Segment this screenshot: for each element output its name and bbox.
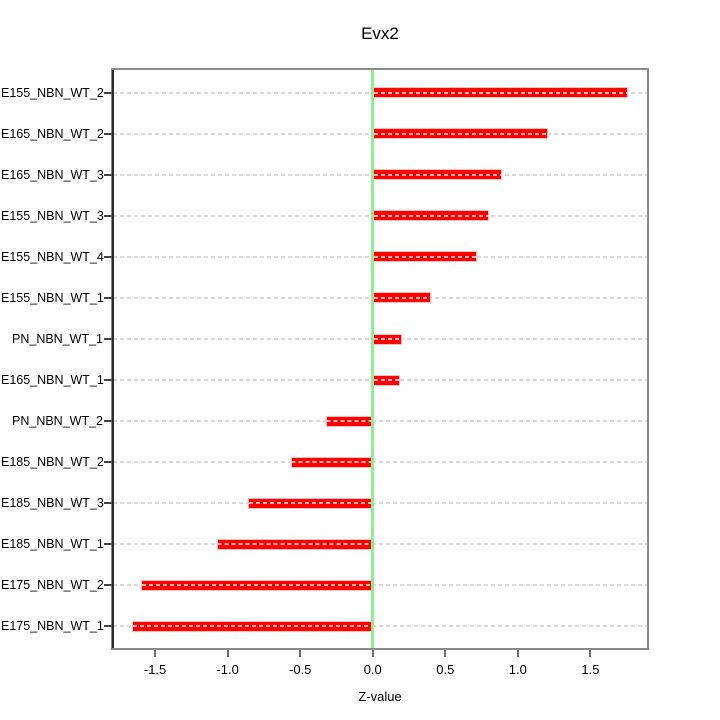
gridline	[113, 543, 647, 546]
y-axis-label: E155_NBN_WT_4	[1, 249, 104, 264]
y-axis-label: E165_NBN_WT_2	[1, 126, 104, 141]
plot-area: E155_NBN_WT_2 E165_NBN_WT_2 E165_NBN_WT_3 E…	[1, 68, 649, 677]
gridline	[113, 502, 647, 505]
gridline	[113, 420, 647, 423]
x-axis-tick-label: 1.0	[508, 662, 527, 677]
x-axis-tick-label: 0.0	[363, 662, 382, 677]
bar-E155_NBN_WT_1	[372, 292, 431, 304]
y-axis-tick	[104, 255, 112, 258]
x-axis-tick	[516, 650, 519, 657]
y-axis-label: E155_NBN_WT_2	[1, 85, 104, 100]
bar-E155_NBN_WT_4	[372, 251, 478, 263]
y-axis-label: E175_NBN_WT_2	[1, 578, 104, 593]
y-axis-line	[112, 70, 114, 648]
bar-PN_NBN_WT_1	[372, 333, 402, 345]
bar-PN_NBN_WT_2	[326, 415, 373, 427]
x-axis-tick	[371, 650, 374, 657]
y-axis-tick	[104, 91, 112, 94]
gridline	[113, 625, 647, 628]
y-axis-label: E155_NBN_WT_3	[1, 208, 104, 223]
y-axis-tick	[104, 420, 112, 423]
bar-E155_NBN_WT_2	[372, 87, 629, 99]
x-axis-tick	[589, 650, 592, 657]
y-axis-label: E185_NBN_WT_2	[1, 455, 104, 470]
x-axis-tick	[444, 650, 447, 657]
gridline	[113, 461, 647, 464]
bar-E175_NBN_WT_1	[131, 620, 373, 632]
zero-line	[371, 70, 375, 648]
x-axis-title: Z-value	[358, 689, 402, 704]
x-axis-tick	[154, 650, 157, 657]
y-axis-label: E165_NBN_WT_3	[1, 167, 104, 182]
chart-title: Evx2	[361, 24, 399, 43]
y-axis-tick	[104, 173, 112, 176]
y-axis-label: PN_NBN_WT_2	[12, 414, 103, 429]
y-axis-tick	[104, 379, 112, 382]
y-axis-tick	[104, 338, 112, 340]
y-axis-label: PN_NBN_WT_1	[12, 332, 103, 346]
y-axis-tick	[104, 625, 112, 628]
bar-E185_NBN_WT_2	[291, 456, 373, 468]
y-axis-tick	[104, 214, 112, 217]
bar-E165_NBN_WT_2	[372, 128, 549, 140]
bar-E185_NBN_WT_1	[217, 538, 373, 550]
y-axis-tick	[104, 132, 112, 135]
bar-E185_NBN_WT_3	[247, 497, 373, 509]
x-axis-tick-label: 1.5	[581, 662, 600, 677]
x-axis-tick-label: -1.0	[216, 662, 239, 677]
bar-E155_NBN_WT_3	[372, 210, 489, 222]
y-axis-tick	[104, 584, 112, 587]
bar-E165_NBN_WT_1	[372, 374, 401, 386]
y-axis-label: E175_NBN_WT_1	[1, 619, 104, 634]
bar-E165_NBN_WT_3	[372, 169, 502, 181]
x-axis-tick-label: -0.5	[288, 662, 312, 677]
x-axis-tick	[226, 650, 229, 657]
y-axis-tick	[104, 461, 112, 464]
x-axis-tick-label: -1.5	[143, 662, 167, 677]
y-axis-label: E185_NBN_WT_3	[1, 496, 104, 511]
y-axis-label: E165_NBN_WT_1	[1, 373, 104, 388]
x-axis-tick	[299, 650, 302, 657]
x-axis-tick-label: 0.5	[436, 662, 455, 677]
y-axis-tick	[104, 296, 112, 299]
y-axis-label: E185_NBN_WT_1	[1, 537, 104, 552]
y-axis-tick	[104, 543, 112, 546]
gridline	[113, 584, 647, 587]
bar-E175_NBN_WT_2	[140, 579, 373, 591]
y-axis-tick	[104, 502, 112, 505]
y-axis-label: E155_NBN_WT_1	[1, 290, 104, 305]
